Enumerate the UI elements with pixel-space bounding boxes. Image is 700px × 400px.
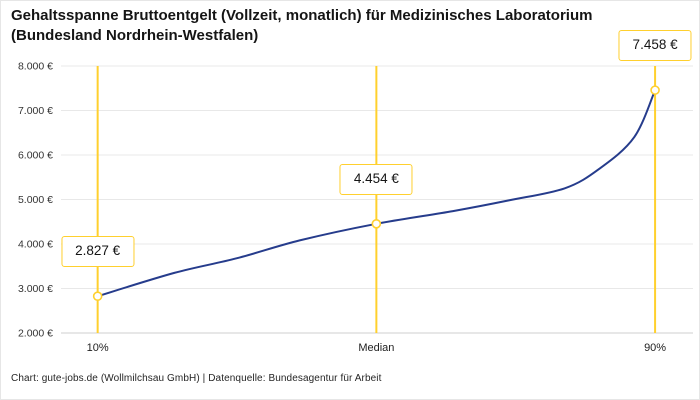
x-axis-tick-label: Median xyxy=(358,342,394,354)
salary-curve xyxy=(96,89,657,298)
value-label-p10: 2.827 € xyxy=(61,236,135,268)
y-axis-tick-label: 8.000 € xyxy=(18,61,53,73)
data-point-marker-median xyxy=(371,218,382,229)
y-axis-tick-label: 6.000 € xyxy=(18,150,53,162)
data-point-marker-p90 xyxy=(650,85,660,95)
y-axis-tick-label: 5.000 € xyxy=(18,194,53,206)
data-point-marker-p10 xyxy=(92,291,103,301)
chart-title-line1: Gehaltsspanne Bruttoentgelt (Vollzeit, m… xyxy=(11,7,593,24)
y-axis-tick-label: 4.000 € xyxy=(18,239,53,251)
y-axis-tick-label: 2.000 € xyxy=(18,328,53,340)
chart-title-line2: (Bundesland Nordrhein-Westfalen) xyxy=(11,26,259,44)
chart-source-caption: Chart: gute-jobs.de (Wollmilchsau GmbH) … xyxy=(11,373,382,384)
x-axis-tick-label: 90% xyxy=(644,342,666,354)
y-axis-tick-label: 7.000 € xyxy=(18,105,53,117)
value-label-median: 4.454 € xyxy=(339,163,413,195)
value-label-p90: 7.458 € xyxy=(618,30,692,61)
x-axis-tick-label: 10% xyxy=(87,342,109,354)
y-axis-tick-label: 3.000 € xyxy=(18,283,53,295)
chart-title: Gehaltsspanne Bruttoentgelt (Vollzeit, m… xyxy=(11,6,691,46)
